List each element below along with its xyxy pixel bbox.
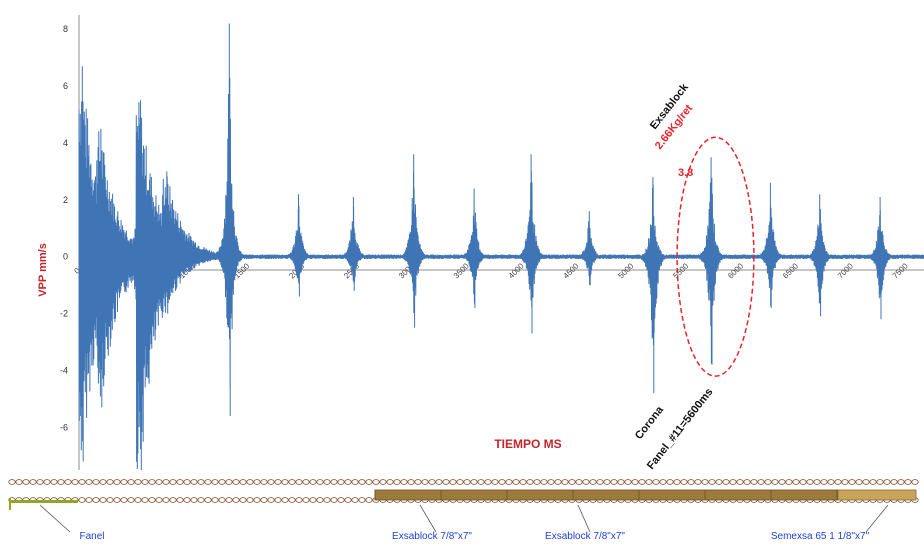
x-tick-label: 4500 <box>562 261 581 280</box>
x-tick-label: 5500 <box>671 261 690 280</box>
leader-exsablock-2 <box>577 504 591 533</box>
annotation-peak-value: 3.8 <box>678 167 693 179</box>
fanel-primer <box>10 500 78 503</box>
charge-segments <box>374 490 838 500</box>
annotation-corona: Corona <box>633 403 667 441</box>
x-tick-label: 0 <box>72 266 82 276</box>
annotation-fanel-time: Fanel_#11=5600ms <box>645 386 716 472</box>
y-tick-labels: -6 -4 -2 0 2 4 6 8 <box>60 24 68 432</box>
y-tick-label: 0 <box>63 252 68 262</box>
label-exsablock-1: Exsablock 7/8"x7" <box>392 531 472 542</box>
label-fanel: Fanel <box>79 531 104 542</box>
x-tick-label: 5000 <box>616 261 635 280</box>
label-exsablock-2: Exsablock 7/8"x7" <box>545 531 625 542</box>
leader-exsablock-1 <box>419 504 437 533</box>
x-tick-label: 6500 <box>781 261 800 280</box>
y-tick-label: -4 <box>60 365 68 375</box>
x-tick-label: 4000 <box>507 261 526 280</box>
x-tick-label: 7000 <box>836 261 855 280</box>
y-tick-label: 4 <box>63 138 68 148</box>
y-tick-label: 2 <box>63 195 68 205</box>
exsablock-charge-bar <box>374 489 839 501</box>
y-tick-label: -2 <box>60 309 68 319</box>
highlight-ellipse <box>676 136 755 377</box>
y-tick-label: 8 <box>63 24 68 34</box>
x-tick-label: 3500 <box>452 261 471 280</box>
charge-deck-diagram: Fanel Exsablock 7/8"x7" Exsablock 7/8"x7… <box>8 479 919 542</box>
detonating-chain-top <box>8 479 919 485</box>
leader-semexsa <box>865 504 889 533</box>
semexsa-charge-bar <box>837 489 917 501</box>
x-tick-label: 6000 <box>726 261 745 280</box>
vpp-series-line <box>78 23 924 470</box>
leader-fanel <box>39 504 71 533</box>
y-axis-label: VPP mm/s <box>37 243 49 297</box>
label-semexsa: Semexsa 65 1 1/8"x7" <box>771 531 870 542</box>
y-tick-label: 6 <box>63 81 68 91</box>
x-tick-label: 7500 <box>891 261 910 280</box>
y-tick-label: -6 <box>60 422 68 432</box>
x-axis-label: TIEMPO MS <box>494 437 561 451</box>
